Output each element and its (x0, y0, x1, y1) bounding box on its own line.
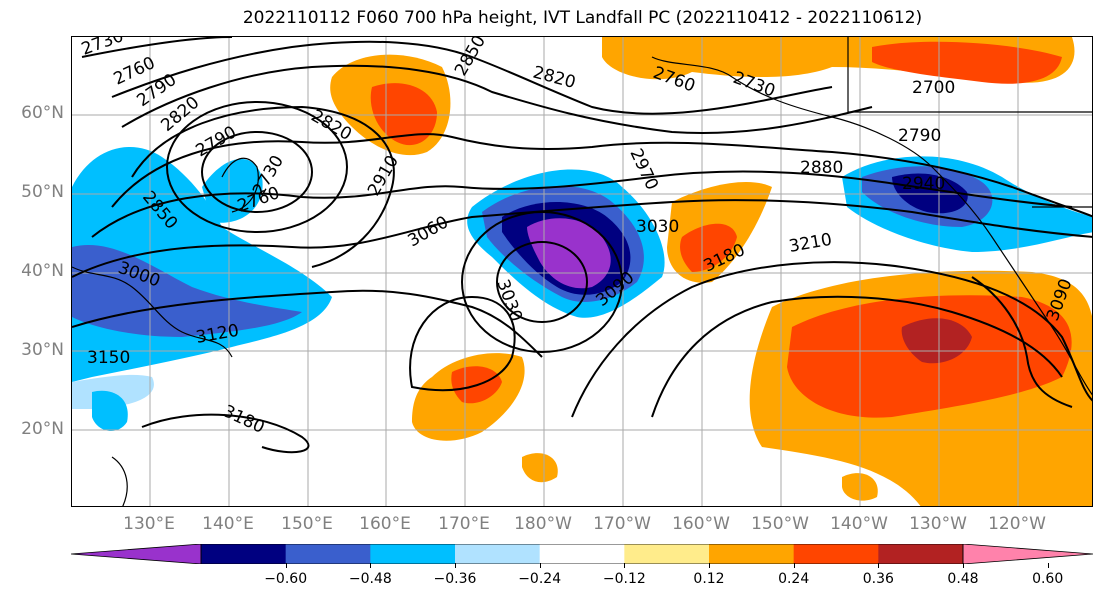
colorbar-tick-mark (455, 563, 456, 568)
shade-top-red (872, 41, 1062, 84)
colorbar-tick-label: −0.36 (433, 571, 477, 587)
lat-label: 20°N (21, 419, 64, 439)
contour-label: 2700 (912, 78, 955, 98)
colorbar-tick-mark (878, 563, 880, 568)
colorbar-tick-label: −0.24 (518, 571, 562, 587)
contour-label: 3210 (787, 230, 833, 257)
contour-label: 3060 (405, 212, 452, 251)
colorbar-segment (709, 544, 795, 564)
colorbar-tick-mark (624, 563, 626, 568)
lat-label: 40°N (21, 261, 64, 281)
shade-bering-red (370, 83, 437, 146)
contour-label: 2910 (364, 152, 403, 199)
shade-central-purple (527, 218, 611, 289)
lon-label: 180°W (514, 514, 572, 534)
contour-label: 2940 (902, 174, 945, 194)
shade-west-mid (72, 245, 302, 337)
contour-label: 3030 (636, 217, 679, 237)
ivt-shading (72, 37, 1092, 506)
lon-label: 150°E (281, 514, 333, 534)
colorbar-segment (624, 544, 710, 564)
lon-label: 130°E (123, 514, 175, 534)
height-contours (72, 37, 1092, 454)
contour-label: 2820 (531, 63, 578, 94)
shade-se-dark (901, 318, 972, 364)
lon-label: 130°W (909, 514, 967, 534)
contour-label: 2970 (625, 146, 661, 194)
colorbar-max-extend (962, 544, 1093, 564)
colorbar-tick-mark (285, 563, 287, 568)
colorbar-tick-label: 0.60 (1032, 571, 1064, 587)
colorbar-tick-label: 0.12 (693, 571, 725, 587)
colorbar-segment (285, 544, 371, 564)
shade-small-1 (522, 453, 558, 483)
contour-label: 3150 (87, 348, 130, 368)
colorbar-tick-mark (1047, 563, 1049, 568)
colorbar-tick-label: 0.36 (862, 571, 894, 587)
lon-label: 140°W (830, 514, 888, 534)
colorbar-tick-mark (963, 563, 964, 568)
colorbar-frame (200, 544, 964, 564)
lon-label: 120°W (988, 514, 1046, 534)
colorbar-min-extend (71, 544, 202, 564)
colorbar-tick-label: −0.60 (264, 571, 308, 587)
shade-east-red (680, 223, 737, 272)
colorbar-segments (201, 544, 964, 564)
contour-label: 2730 (79, 37, 126, 60)
colorbar-segment (878, 544, 964, 564)
colorbar-segment (455, 544, 541, 564)
contour-label: 3180 (220, 401, 268, 437)
colorbar (71, 544, 1093, 564)
contour-label: 2790 (193, 122, 240, 161)
colorbar-tick-label: 0.24 (778, 571, 810, 587)
lat-label: 50°N (21, 182, 64, 202)
colorbar-segment (370, 544, 456, 564)
lat-label: 60°N (21, 103, 64, 123)
colorbar-tick-label: −0.12 (602, 571, 646, 587)
lon-label: 160°E (359, 514, 411, 534)
map-title: 2022110112 F060 700 hPa height, IVT Land… (242, 8, 923, 28)
colorbar-tick-label: 0.48 (947, 571, 979, 587)
contour-label: 2790 (898, 126, 941, 146)
map-panel: 2730 2760 2790 2820 2850 2820 2760 2730 … (71, 36, 1093, 507)
contour-label: 2880 (800, 158, 843, 178)
colorbar-segment (539, 544, 625, 564)
shade-sub-blue (92, 390, 128, 432)
colorbar-tick-label: −0.48 (348, 571, 392, 587)
lon-label: 170°E (438, 514, 490, 534)
colorbar-tick-mark (709, 563, 710, 568)
colorbar-segment (201, 544, 287, 564)
lon-label: 140°E (202, 514, 254, 534)
colorbar-tick-mark (370, 563, 372, 568)
colorbar-tick-mark (793, 563, 795, 568)
shade-kamchatka (202, 158, 263, 223)
lon-label: 160°W (672, 514, 730, 534)
contour-label: 2850 (451, 37, 490, 80)
colorbar-segment (793, 544, 879, 564)
map-canvas: 2730 2760 2790 2820 2850 2820 2760 2730 … (72, 37, 1092, 506)
lon-label: 170°W (593, 514, 651, 534)
lon-label: 150°W (751, 514, 809, 534)
lat-label: 30°N (21, 340, 64, 360)
colorbar-tick-mark (539, 563, 541, 568)
